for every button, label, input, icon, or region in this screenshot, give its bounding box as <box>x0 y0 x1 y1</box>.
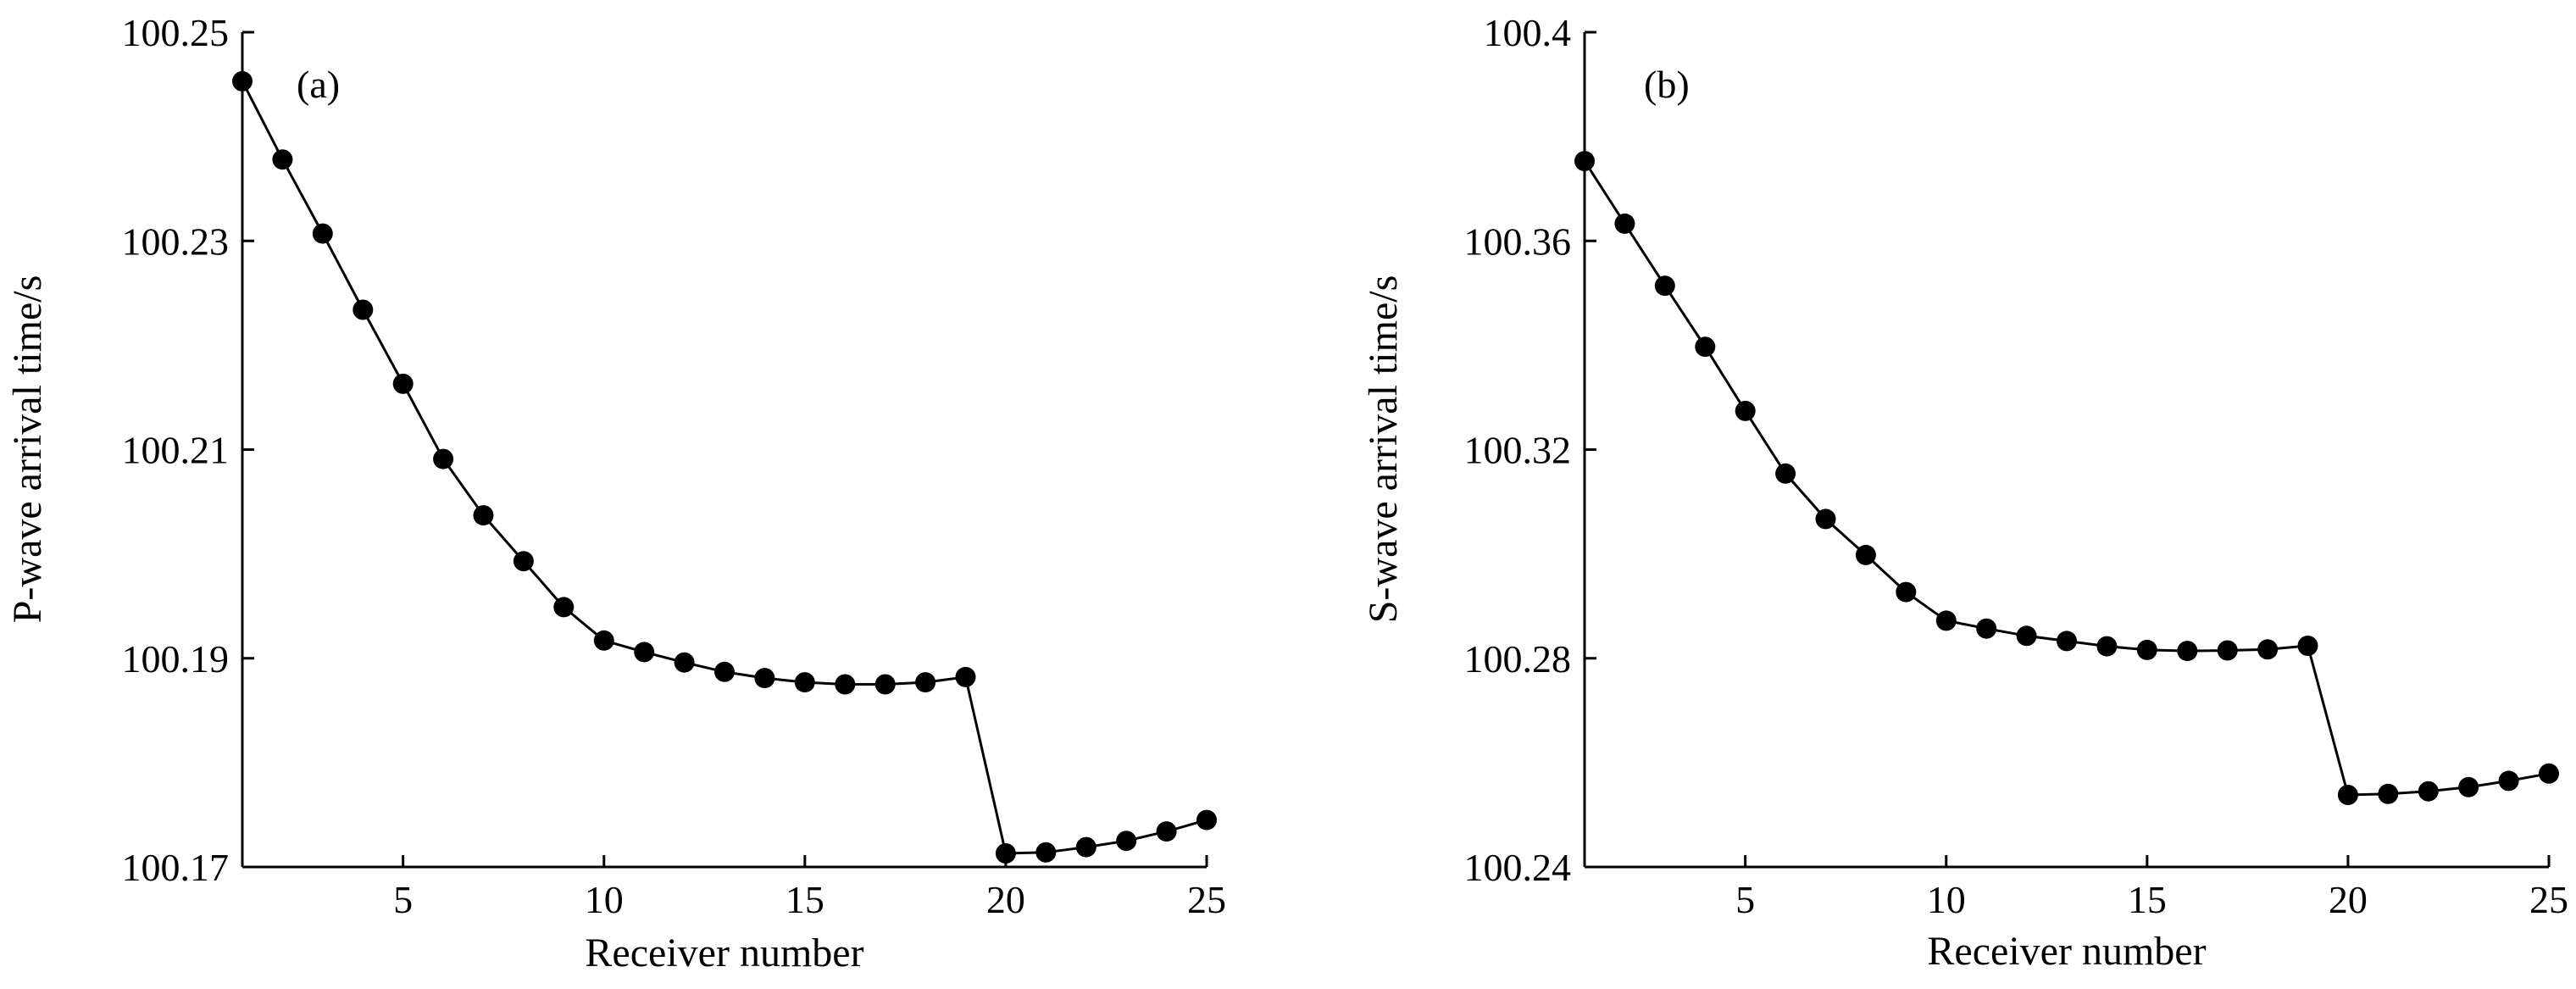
y-tick-label: 100.19 <box>122 637 230 681</box>
data-point <box>754 668 775 689</box>
data-point <box>1075 836 1096 858</box>
y-axis-title: P-wave arrival time/s <box>5 275 50 624</box>
panel-label: (a) <box>297 63 340 106</box>
data-point <box>1775 463 1796 484</box>
data-point <box>1614 213 1635 234</box>
y-tick-label: 100.25 <box>122 11 230 54</box>
y-tick-label: 100.17 <box>122 846 230 889</box>
data-point <box>995 843 1016 864</box>
data-point <box>392 373 414 394</box>
x-tick-label: 20 <box>2329 878 2368 921</box>
y-tick-label: 100.21 <box>122 429 230 472</box>
data-point <box>794 672 815 693</box>
data-point <box>2418 781 2439 802</box>
data-point <box>2539 763 2559 784</box>
data-point <box>2257 639 2279 660</box>
data-point <box>433 448 454 469</box>
data-point <box>2177 641 2198 662</box>
y-tick-label: 100.32 <box>1464 429 1572 472</box>
x-tick-label: 5 <box>1735 878 1755 921</box>
data-point <box>353 299 374 320</box>
x-tick-label: 25 <box>1187 878 1226 921</box>
data-point <box>1196 809 1217 831</box>
y-tick-label: 100.28 <box>1464 637 1572 681</box>
data-point <box>2217 640 2238 661</box>
y-tick-label: 100.36 <box>1464 219 1572 263</box>
data-point <box>2057 631 2077 652</box>
x-tick-label: 25 <box>2529 878 2568 921</box>
data-series <box>232 70 1217 864</box>
data-point <box>553 597 575 618</box>
data-point <box>915 672 936 693</box>
y-tick-label: 100.4 <box>1484 11 1572 54</box>
data-point <box>674 652 695 673</box>
x-ticks: 5 10 15 20 25 <box>1735 855 2568 921</box>
chart-panel-b: 5 10 15 20 25 100.24100.28100.32100.36100.4 … <box>1361 11 2568 974</box>
data-point <box>1654 275 1675 297</box>
data-point <box>272 149 293 170</box>
data-point <box>835 674 856 695</box>
data-point <box>1116 831 1137 852</box>
data-point <box>1815 508 1836 530</box>
data-point <box>2378 783 2399 804</box>
data-point <box>1695 336 1716 358</box>
data-point <box>634 642 655 663</box>
x-tick-label: 10 <box>1927 878 1966 921</box>
data-point <box>955 666 976 687</box>
data-point <box>2136 639 2157 660</box>
data-point <box>1156 821 1177 842</box>
data-point <box>1035 842 1057 863</box>
x-tick-label: 20 <box>986 878 1025 921</box>
data-point <box>2297 636 2318 656</box>
data-point <box>714 661 735 682</box>
x-tick-label: 5 <box>393 878 413 921</box>
data-point <box>1935 610 1957 631</box>
chart-panel-a: 5 10 15 20 25 100.17 100.19 100.21 100.23 100.25… <box>5 11 1226 975</box>
panel-label: (b) <box>1644 63 1690 106</box>
data-point <box>2016 625 2037 647</box>
series-line <box>241 81 1208 855</box>
x-ticks: 5 10 15 20 25 <box>393 855 1226 921</box>
data-point <box>593 630 614 651</box>
data-point <box>1855 544 1876 565</box>
y-ticks: 100.24 100.28 100.32 100.36 100.4 <box>1464 11 1596 889</box>
x-tick-label: 15 <box>2128 878 2167 921</box>
data-point <box>2498 770 2519 792</box>
data-point <box>1896 581 1917 603</box>
y-axis-title: S-wave arrival time/s <box>1361 275 1406 624</box>
x-axis-title: Receiver number <box>585 931 863 975</box>
x-tick-label: 10 <box>585 878 624 921</box>
data-point <box>2096 636 2118 657</box>
data-point <box>1735 400 1756 421</box>
data-series <box>1574 151 2559 805</box>
data-point <box>232 70 253 92</box>
data-point <box>874 674 896 695</box>
series-line <box>1583 160 2550 797</box>
data-point <box>473 505 494 526</box>
y-tick-label: 100.24 <box>1464 846 1572 889</box>
data-point <box>312 223 333 244</box>
y-tick-label: 100.23 <box>122 219 230 263</box>
data-point <box>1976 618 1997 639</box>
data-point <box>2458 776 2479 797</box>
data-point <box>1574 151 1595 172</box>
x-tick-label: 15 <box>786 878 824 921</box>
x-axis-title: Receiver number <box>1927 929 2206 974</box>
data-point <box>2337 785 2358 805</box>
data-point <box>513 551 534 572</box>
y-ticks: 100.17 100.19 100.21 100.23 100.25 <box>122 11 254 889</box>
